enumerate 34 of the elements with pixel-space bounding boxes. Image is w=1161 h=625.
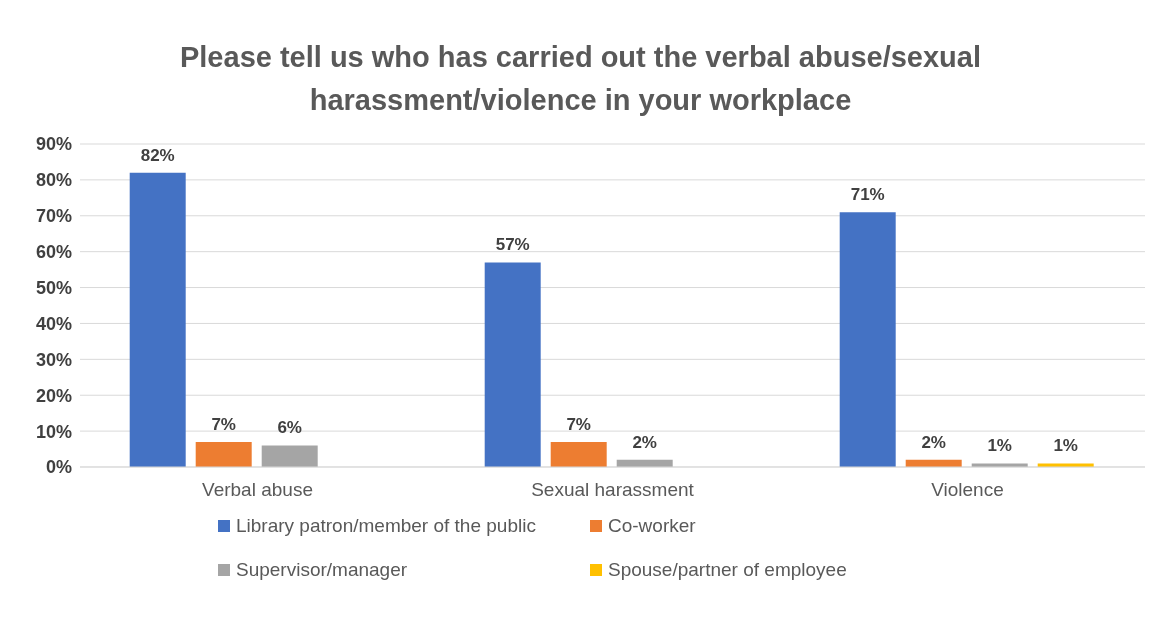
data-label: 71% (850, 185, 885, 205)
y-tick-label: 30% (35, 349, 72, 370)
data-label: 2% (921, 432, 946, 452)
y-tick-label: 20% (35, 385, 72, 406)
y-tick-label: 90% (35, 134, 72, 155)
y-tick-label: 10% (35, 421, 72, 442)
data-label: 6% (277, 418, 302, 438)
data-label: 7% (211, 414, 236, 434)
y-tick-label: 0% (45, 457, 72, 478)
bar (261, 445, 318, 467)
chart-title: Please tell us who has carried out the verbal abuse/sexual harassment/violence in your workplace (178, 40, 982, 118)
x-tick-label: Verbal abuse (202, 479, 313, 501)
legend-label: Library patron/member of the public (236, 515, 536, 537)
bar (839, 212, 896, 467)
data-label: 7% (566, 414, 591, 434)
x-tick-label: Violence (931, 479, 1004, 501)
data-label: 1% (1053, 436, 1078, 456)
bar (195, 441, 252, 467)
y-tick-label: 40% (35, 313, 72, 334)
legend-label: Co-worker (608, 515, 696, 537)
data-label: 82% (140, 145, 175, 165)
bar (129, 172, 186, 467)
y-tick-label: 60% (35, 242, 72, 263)
y-tick-label: 70% (35, 206, 72, 227)
legend-label: Spouse/partner of employee (608, 559, 847, 581)
data-label: 57% (495, 235, 530, 255)
y-tick-label: 50% (35, 277, 72, 298)
x-tick-label: Sexual harassment (531, 479, 695, 501)
data-label: 2% (632, 432, 657, 452)
bar (484, 262, 541, 467)
bar (550, 441, 607, 467)
y-tick-label: 80% (35, 170, 72, 191)
data-label: 1% (987, 436, 1012, 456)
legend-label: Supervisor/manager (236, 559, 408, 581)
